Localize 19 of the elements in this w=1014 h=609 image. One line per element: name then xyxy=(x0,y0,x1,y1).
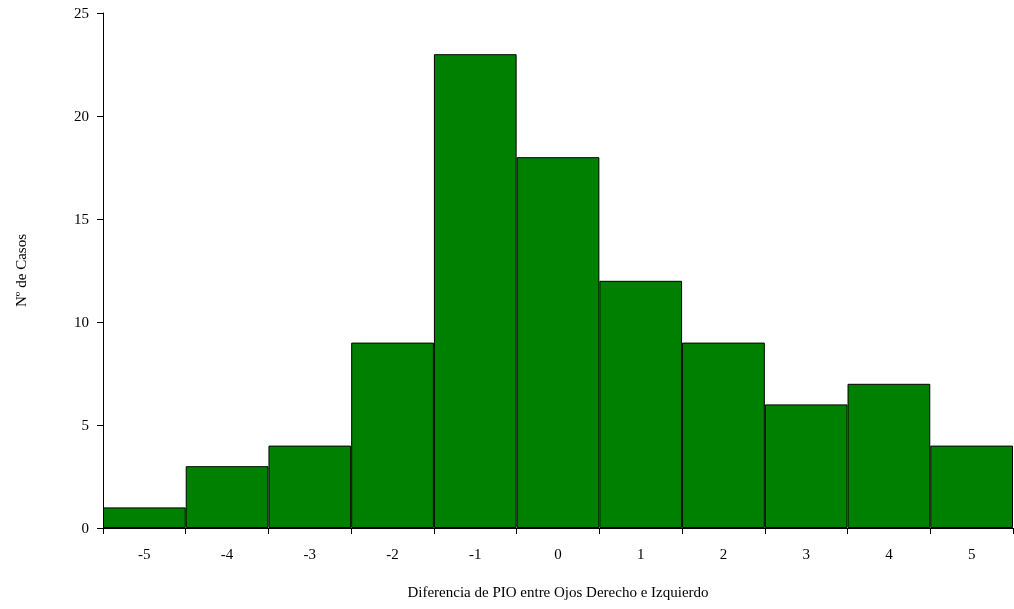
x-axis-title: Diferencia de PIO entre Ojos Derecho e Izquierdo xyxy=(407,583,709,600)
x-tick-label: -4 xyxy=(220,545,234,562)
x-tick-label: -2 xyxy=(386,545,399,562)
x-tick-label: -1 xyxy=(469,545,482,562)
y-tick-label: 5 xyxy=(81,417,89,433)
y-tick-label: 25 xyxy=(74,5,89,21)
x-tick-label: 0 xyxy=(554,545,562,562)
x-tick-label: -5 xyxy=(138,545,151,562)
x-tick-label: 5 xyxy=(967,545,976,562)
y-tick-label: 10 xyxy=(74,314,89,330)
y-tick-label: 15 xyxy=(74,211,89,227)
x-tick-label: 1 xyxy=(636,545,645,562)
x-tick-label: 3 xyxy=(802,545,810,562)
y-axis-title: Nº de Casos xyxy=(12,233,29,307)
x-tick-label: 4 xyxy=(885,545,894,562)
x-tick-label: 2 xyxy=(719,545,728,562)
x-tick-label: -3 xyxy=(303,545,317,562)
y-tick-label: 0 xyxy=(81,520,89,536)
y-tick-label: 20 xyxy=(74,108,89,124)
